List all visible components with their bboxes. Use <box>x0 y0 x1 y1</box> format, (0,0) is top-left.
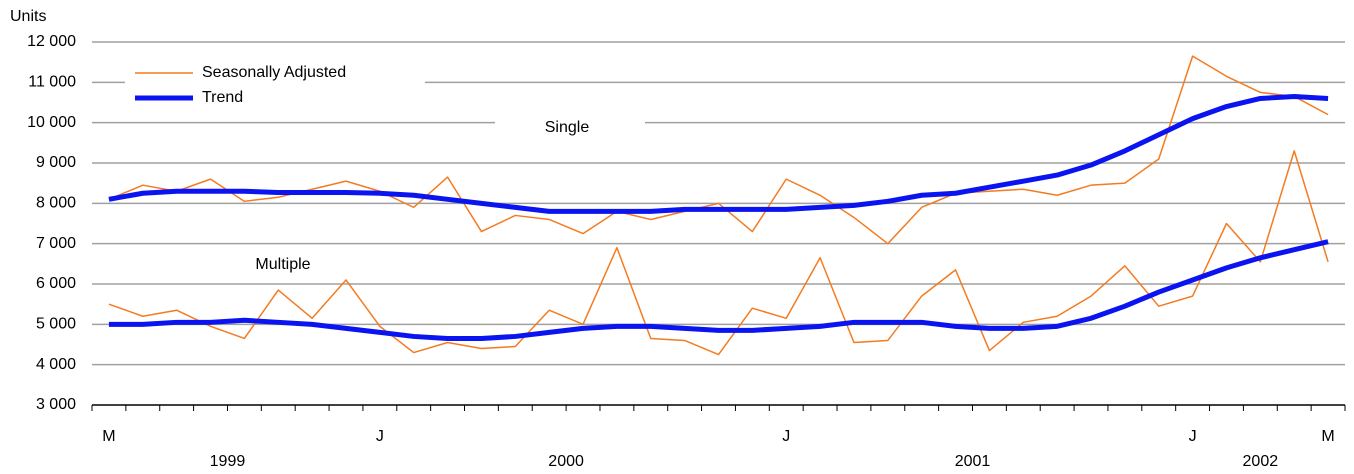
legend-background <box>125 58 425 110</box>
annotation: Multiple <box>255 256 310 273</box>
annotation-background <box>205 250 365 282</box>
y-tick-label: 4 000 <box>36 356 76 373</box>
line-multiple <box>108 150 1329 356</box>
y-tick-label: 12 000 <box>27 33 76 50</box>
y-tick-label: 9 000 <box>36 154 76 171</box>
y-tick-label: 11 000 <box>28 74 76 91</box>
x-tick-label: J <box>376 428 384 445</box>
annotation: Single <box>545 119 590 136</box>
legend-label: Trend <box>202 89 243 106</box>
y-tick-label: 10 000 <box>27 114 76 131</box>
y-tick-label: 8 000 <box>36 195 76 212</box>
year-label: 1999 <box>210 453 246 470</box>
x-tick-label: J <box>1189 428 1197 445</box>
line-single <box>108 93 1329 214</box>
y-axis-label: Units <box>10 8 46 25</box>
y-tick-label: 6 000 <box>36 275 76 292</box>
line-single <box>108 55 1329 245</box>
year-label: 2000 <box>548 453 584 470</box>
legend-label: Seasonally Adjusted <box>202 64 346 81</box>
annotation-background <box>495 114 645 144</box>
line-multiple <box>108 239 1329 341</box>
x-tick-label: M <box>1321 428 1334 445</box>
y-tick-label: 7 000 <box>36 235 76 252</box>
y-tick-label: 3 000 <box>36 396 76 413</box>
y-tick-label: 5 000 <box>36 316 76 333</box>
year-label: 2002 <box>1243 453 1279 470</box>
year-label: 2001 <box>955 453 991 470</box>
x-tick-label: J <box>782 428 790 445</box>
x-tick-label: M <box>102 428 115 445</box>
